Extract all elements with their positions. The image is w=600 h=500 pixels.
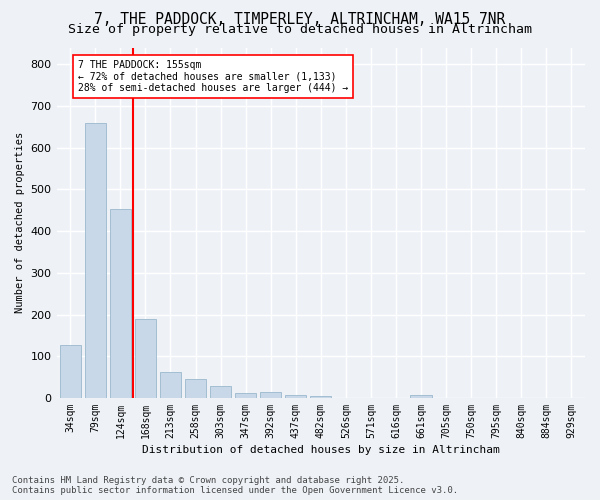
Text: Contains HM Land Registry data © Crown copyright and database right 2025.
Contai: Contains HM Land Registry data © Crown c… — [12, 476, 458, 495]
Bar — [235, 393, 256, 398]
Bar — [59, 345, 81, 398]
Bar — [135, 318, 156, 398]
Bar — [260, 392, 281, 398]
Bar — [285, 395, 307, 398]
X-axis label: Distribution of detached houses by size in Altrincham: Distribution of detached houses by size … — [142, 445, 500, 455]
Text: Size of property relative to detached houses in Altrincham: Size of property relative to detached ho… — [68, 22, 532, 36]
Y-axis label: Number of detached properties: Number of detached properties — [15, 132, 25, 314]
Text: 7, THE PADDOCK, TIMPERLEY, ALTRINCHAM, WA15 7NR: 7, THE PADDOCK, TIMPERLEY, ALTRINCHAM, W… — [94, 12, 506, 28]
Bar — [410, 396, 431, 398]
Bar — [210, 386, 231, 398]
Bar — [110, 210, 131, 398]
Text: 7 THE PADDOCK: 155sqm
← 72% of detached houses are smaller (1,133)
28% of semi-d: 7 THE PADDOCK: 155sqm ← 72% of detached … — [78, 60, 348, 94]
Bar — [85, 122, 106, 398]
Bar — [185, 379, 206, 398]
Bar — [160, 372, 181, 398]
Bar — [310, 396, 331, 398]
